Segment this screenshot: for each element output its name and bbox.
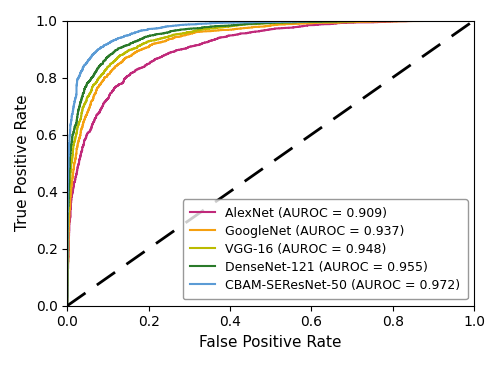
VGG-16 (AUROC = 0.948)	[340, 19, 345, 23]
Line: CBAM-SEResNet-50 (AUROC = 0.972): CBAM-SEResNet-50 (AUROC = 0.972)	[68, 20, 474, 306]
DenseNet-121 (AUROC = 0.955)	[64, 304, 70, 308]
AlexNet (AUROC = 0.909)	[438, 18, 444, 23]
CBAM-SEResNet-50 (AUROC = 0.972)	[471, 18, 477, 23]
DenseNet-121 (AUROC = 0.955)	[65, 207, 71, 211]
Line: GoogleNet (AUROC = 0.937): GoogleNet (AUROC = 0.937)	[68, 20, 474, 306]
GoogleNet (AUROC = 0.937)	[384, 19, 390, 24]
GoogleNet (AUROC = 0.937)	[341, 20, 347, 24]
GoogleNet (AUROC = 0.937)	[64, 304, 70, 308]
AlexNet (AUROC = 0.909)	[73, 173, 79, 178]
GoogleNet (AUROC = 0.937)	[70, 171, 76, 176]
DenseNet-121 (AUROC = 0.955)	[422, 18, 428, 23]
DenseNet-121 (AUROC = 0.955)	[64, 289, 70, 293]
VGG-16 (AUROC = 0.948)	[238, 23, 244, 27]
AlexNet (AUROC = 0.909)	[64, 289, 70, 293]
AlexNet (AUROC = 0.909)	[64, 304, 70, 308]
AlexNet (AUROC = 0.909)	[384, 20, 390, 24]
GoogleNet (AUROC = 0.937)	[66, 208, 72, 212]
DenseNet-121 (AUROC = 0.955)	[382, 19, 388, 23]
VGG-16 (AUROC = 0.948)	[68, 170, 74, 174]
VGG-16 (AUROC = 0.948)	[382, 19, 388, 23]
DenseNet-121 (AUROC = 0.955)	[66, 169, 72, 173]
AlexNet (AUROC = 0.909)	[68, 209, 73, 213]
Y-axis label: True Positive Rate: True Positive Rate	[15, 95, 30, 231]
GoogleNet (AUROC = 0.937)	[436, 18, 442, 23]
VGG-16 (AUROC = 0.948)	[471, 18, 477, 23]
CBAM-SEResNet-50 (AUROC = 0.972)	[339, 19, 345, 23]
VGG-16 (AUROC = 0.948)	[66, 207, 72, 212]
VGG-16 (AUROC = 0.948)	[64, 288, 70, 293]
GoogleNet (AUROC = 0.937)	[243, 26, 249, 30]
AlexNet (AUROC = 0.909)	[471, 18, 477, 23]
AlexNet (AUROC = 0.909)	[342, 21, 348, 25]
Line: AlexNet (AUROC = 0.909): AlexNet (AUROC = 0.909)	[68, 20, 474, 306]
CBAM-SEResNet-50 (AUROC = 0.972)	[64, 207, 70, 211]
DenseNet-121 (AUROC = 0.955)	[238, 22, 244, 27]
Line: VGG-16 (AUROC = 0.948): VGG-16 (AUROC = 0.948)	[68, 20, 474, 306]
CBAM-SEResNet-50 (AUROC = 0.972)	[64, 304, 70, 308]
Legend: AlexNet (AUROC = 0.909), GoogleNet (AUROC = 0.937), VGG-16 (AUROC = 0.948), Dens: AlexNet (AUROC = 0.909), GoogleNet (AURO…	[182, 199, 468, 299]
DenseNet-121 (AUROC = 0.955)	[471, 18, 477, 23]
CBAM-SEResNet-50 (AUROC = 0.972)	[64, 288, 70, 293]
VGG-16 (AUROC = 0.948)	[64, 304, 70, 308]
GoogleNet (AUROC = 0.937)	[64, 289, 70, 293]
CBAM-SEResNet-50 (AUROC = 0.972)	[395, 18, 401, 23]
VGG-16 (AUROC = 0.948)	[426, 18, 432, 23]
DenseNet-121 (AUROC = 0.955)	[340, 19, 345, 23]
CBAM-SEResNet-50 (AUROC = 0.972)	[65, 168, 71, 172]
GoogleNet (AUROC = 0.937)	[471, 18, 477, 23]
AlexNet (AUROC = 0.909)	[249, 30, 255, 34]
CBAM-SEResNet-50 (AUROC = 0.972)	[382, 18, 388, 23]
CBAM-SEResNet-50 (AUROC = 0.972)	[236, 20, 242, 25]
X-axis label: False Positive Rate: False Positive Rate	[200, 335, 342, 350]
Line: DenseNet-121 (AUROC = 0.955): DenseNet-121 (AUROC = 0.955)	[68, 20, 474, 306]
